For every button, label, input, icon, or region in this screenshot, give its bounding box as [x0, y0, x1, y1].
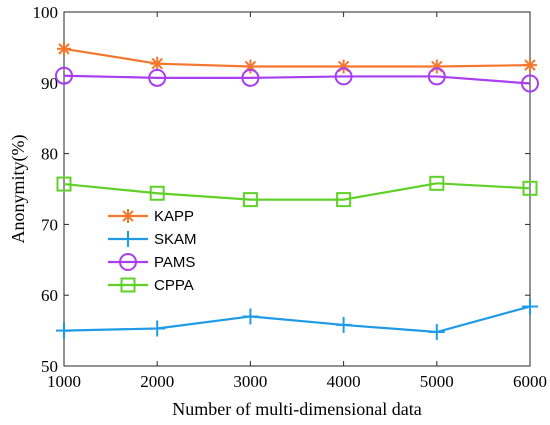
series-pams [55, 66, 539, 93]
data-point [336, 192, 352, 208]
marker-stroke [151, 57, 163, 70]
legend-entry-cppa: CPPA [108, 277, 194, 294]
data-point [522, 298, 538, 315]
legend-label: KAPP [154, 208, 194, 225]
legend-label: SKAM [154, 231, 197, 248]
data-point [522, 180, 538, 196]
data-point [427, 67, 446, 86]
marker-stroke [58, 43, 70, 55]
x-tick-label: 2000 [140, 372, 174, 391]
legend-marker [121, 209, 135, 223]
data-point [56, 322, 72, 339]
plot-frame [63, 11, 531, 367]
series-group [55, 41, 539, 341]
data-point [149, 185, 165, 201]
x-tick-label: 6000 [513, 372, 547, 391]
data-point [335, 316, 352, 333]
series-cppa [56, 175, 538, 208]
data-point [523, 58, 537, 73]
x-axis-title: Number of multi-dimensional data [172, 399, 421, 419]
y-tick-label: 50 [41, 357, 58, 376]
y-tick-label: 60 [41, 286, 58, 305]
data-point [428, 324, 445, 341]
data-point [242, 308, 259, 325]
x-tick-label: 5000 [420, 372, 454, 391]
series-kapp [57, 41, 537, 74]
y-tick-label: 90 [41, 74, 58, 93]
legend-label: CPPA [154, 277, 194, 294]
legend-marker [119, 253, 137, 271]
legend: KAPP SKAM PAMS CPPA [108, 208, 197, 294]
y-tick-label: 70 [41, 215, 58, 234]
data-point [148, 68, 167, 87]
legend-entry-skam: SKAM [108, 231, 197, 248]
y-tick-label: 80 [41, 145, 58, 164]
legend-entry-kapp: KAPP [108, 208, 194, 225]
data-point [521, 74, 539, 93]
data-point [150, 56, 165, 71]
data-point [56, 176, 72, 192]
y-tick-label: 100 [33, 3, 59, 22]
marker-stroke [524, 59, 536, 71]
data-point [334, 67, 353, 86]
series-line [63, 182, 531, 201]
data-point [241, 68, 260, 87]
x-tick-label: 3000 [233, 372, 267, 391]
y-axis-title: Anonymity(%) [8, 135, 29, 244]
legend-entry-pams: PAMS [108, 253, 195, 271]
x-tick-label: 4000 [327, 372, 361, 391]
series-line [63, 305, 531, 334]
x-tick-label: 1000 [47, 372, 81, 391]
series-line [63, 47, 531, 68]
series-skam [56, 298, 538, 341]
axes: 1000 2000 3000 4000 5000 6000 50 60 70 80 90 100 [33, 3, 548, 391]
data-point [429, 175, 445, 191]
data-point [242, 192, 258, 208]
data-point [57, 41, 71, 56]
marker-stroke [122, 210, 134, 222]
series-line [63, 74, 531, 85]
legend-label: PAMS [154, 254, 195, 271]
legend-marker [120, 231, 136, 247]
data-point [149, 320, 166, 337]
data-point [55, 66, 73, 85]
legend-marker [120, 277, 136, 293]
